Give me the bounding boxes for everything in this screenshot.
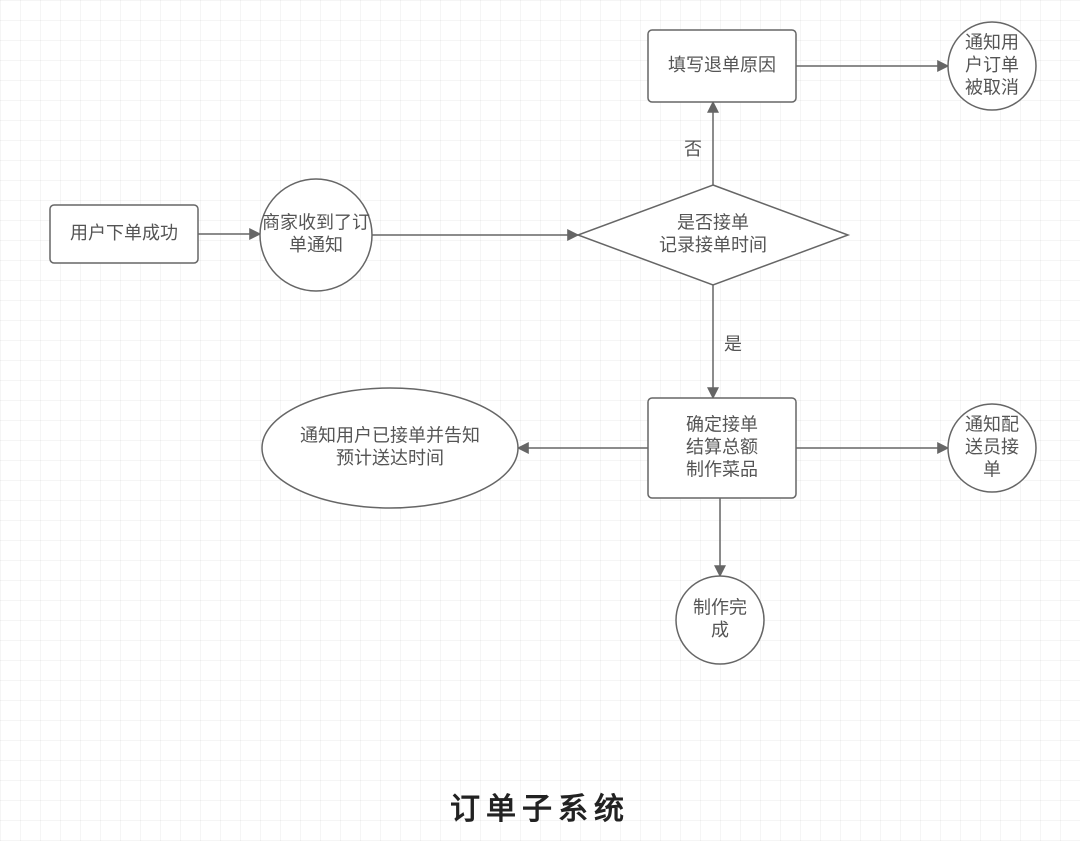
node-confirm-line-2: 制作菜品 [686,459,758,479]
node-confirm-line-0: 确定接单 [686,414,758,434]
node-merchant-line-1: 单通知 [289,235,343,255]
node-notify_user-line-0: 通知用户已接单并告知 [300,426,480,446]
node-done: 制作完成 [676,576,764,664]
diagram-title: 订单子系统 [0,784,1080,828]
node-cancel_notice-line-0: 通知用 [965,32,1019,52]
node-notify_courier-line-2: 单 [983,459,1001,479]
node-cancel_notice-line-2: 被取消 [965,77,1019,97]
node-merchant: 商家收到了订单通知 [260,179,372,291]
node-notify_courier: 通知配送员接单 [948,404,1036,492]
node-start: 用户下单成功 [50,205,198,263]
node-reject-line-0: 填写退单原因 [668,55,776,75]
node-notify_user-line-1: 预计送达时间 [336,448,444,468]
node-cancel_notice-line-1: 户订单 [965,55,1019,75]
node-cancel_notice: 通知用户订单被取消 [948,22,1036,110]
node-confirm: 确定接单结算总额制作菜品 [648,398,796,498]
node-notify_courier-line-0: 通知配 [965,414,1019,434]
nodes-layer: 用户下单成功 商家收到了订单通知 是否接单记录接单时间 填写退单原因 通知用户订单被取消… [50,22,1036,664]
node-decision: 是否接单记录接单时间 [578,185,848,285]
node-merchant-line-0: 商家收到了订 [262,213,370,233]
node-done-line-0: 制作完 [693,598,747,618]
node-done-line-1: 成 [711,620,729,640]
diagram-canvas: 否是用户下单成功商家收到了订单通知是否接单记录接单时间填写退单原因通知用户订单被… [0,0,1080,841]
node-confirm-line-1: 结算总额 [686,437,758,457]
flowchart-svg: 否是用户下单成功商家收到了订单通知是否接单记录接单时间填写退单原因通知用户订单被… [0,0,1080,841]
node-reject: 填写退单原因 [648,30,796,102]
node-notify_courier-line-1: 送员接 [965,437,1019,457]
edge-label-decision-no-to-reject: 否 [684,139,702,159]
node-notify_user: 通知用户已接单并告知预计送达时间 [262,388,518,508]
node-start-line-0: 用户下单成功 [70,223,178,243]
edge-label-decision-yes-to-confirm: 是 [724,334,742,354]
edges-layer: 否是 [198,66,948,576]
node-decision-line-1: 记录接单时间 [659,235,767,255]
node-decision-line-0: 是否接单 [677,213,749,233]
